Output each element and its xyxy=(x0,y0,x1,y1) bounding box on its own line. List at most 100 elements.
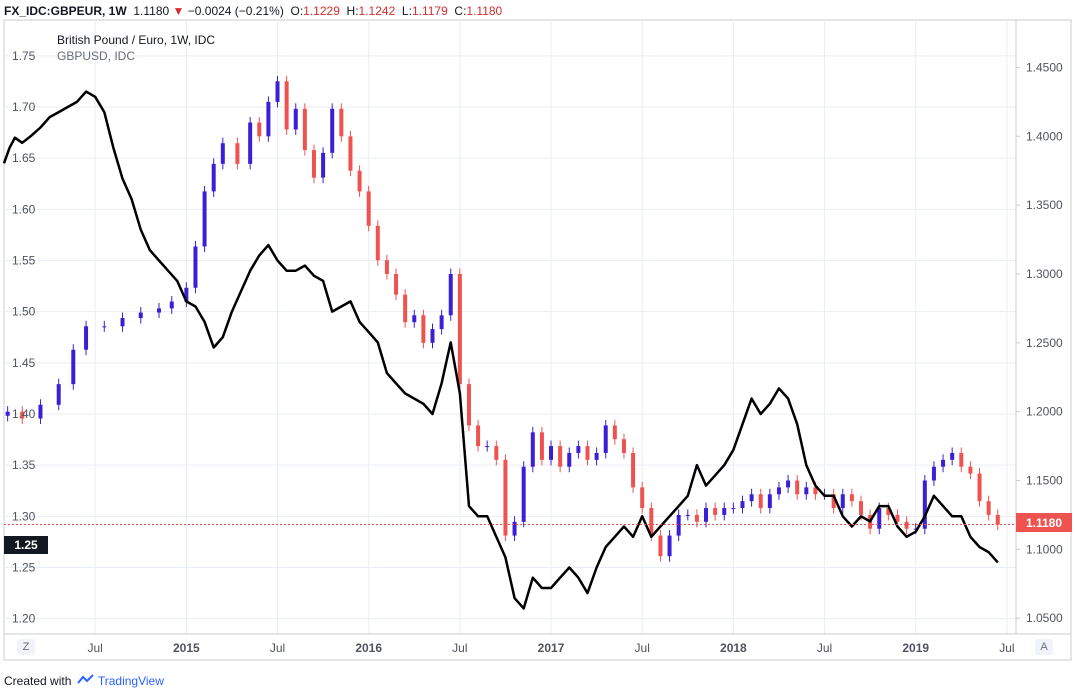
candle xyxy=(539,426,544,466)
candle xyxy=(931,461,936,487)
candle xyxy=(603,419,608,459)
candle xyxy=(722,502,727,521)
candle xyxy=(530,426,535,473)
gbpusd-line xyxy=(2,90,999,610)
left-axis-tick-label: 1.75 xyxy=(12,49,36,63)
candle xyxy=(922,474,927,535)
tradingview-brand[interactable]: TradingView xyxy=(97,674,164,688)
candle xyxy=(704,502,709,528)
left-axis-tick-label: 1.55 xyxy=(12,253,36,267)
candle xyxy=(366,185,371,232)
candle xyxy=(220,137,225,170)
low-value: 1.1179 xyxy=(411,4,448,18)
left-axis-tick-label: 1.40 xyxy=(12,407,36,421)
candle xyxy=(567,447,572,473)
right-axis-tick-label: 1.2500 xyxy=(1026,336,1063,350)
candle xyxy=(631,447,636,493)
candle xyxy=(384,254,389,280)
candle xyxy=(558,440,563,473)
candle xyxy=(430,323,435,349)
right-axis-tick-label: 1.1000 xyxy=(1026,542,1063,556)
candle xyxy=(266,96,271,142)
candle xyxy=(776,481,781,500)
candle xyxy=(439,309,444,335)
close-label: C: xyxy=(454,4,467,18)
candle xyxy=(339,103,344,142)
scale-z-button[interactable]: Z xyxy=(17,639,35,655)
left-axis-tick-label: 1.50 xyxy=(12,305,36,319)
chart-legend: British Pound / Euro, 1W, IDC GBPUSD, ID… xyxy=(57,32,215,64)
candle xyxy=(330,103,335,159)
high-label: H: xyxy=(346,4,359,18)
candle xyxy=(476,419,481,452)
candle xyxy=(193,240,198,294)
chart-border xyxy=(3,19,1072,661)
gbpeur-candles xyxy=(5,75,1000,562)
candle xyxy=(950,447,955,466)
low-label: L: xyxy=(401,4,412,18)
gbpusd-line-series xyxy=(2,90,999,610)
candle xyxy=(594,447,599,466)
candle xyxy=(293,103,298,135)
candle xyxy=(576,440,581,459)
axis-labels: 1.20 1.25 1.30 1.35 1.40 1.45 1.50 1.55 1.60 1.65… xyxy=(12,49,1063,655)
open-label: O: xyxy=(290,4,304,18)
last-price-label: 1.1180 xyxy=(1026,516,1062,530)
left-axis-tick-label: 1.35 xyxy=(12,458,36,472)
candle xyxy=(758,488,763,514)
left-axis-tick-label: 1.45 xyxy=(12,356,36,370)
candle xyxy=(795,474,800,500)
time-axis-tick-label: Jul xyxy=(635,641,650,655)
time-axis-tick-label: 2018 xyxy=(720,641,747,655)
cursor-price-label: 1.25 xyxy=(14,538,38,552)
candle xyxy=(84,320,89,356)
candle xyxy=(394,268,399,301)
legend-main-series[interactable]: British Pound / Euro, 1W, IDC xyxy=(57,33,216,47)
down-arrow-icon: ▼ xyxy=(172,4,185,18)
candle xyxy=(503,454,508,542)
left-axis-tick-label: 1.20 xyxy=(12,612,36,626)
time-axis-tick-label: 2017 xyxy=(538,641,565,655)
candle xyxy=(311,144,316,184)
price-change: −0.0024 (−0.21%) xyxy=(187,4,284,18)
left-axis-tick-label: 1.30 xyxy=(12,509,36,523)
candle xyxy=(904,516,909,535)
candle xyxy=(184,282,189,308)
candle xyxy=(512,516,517,542)
candle xyxy=(375,220,380,266)
time-axis-tick-label: Jul xyxy=(999,641,1014,655)
candle xyxy=(120,312,125,332)
candle xyxy=(621,433,626,459)
candle xyxy=(521,461,526,528)
candle xyxy=(831,488,836,514)
footer: Created with TradingView xyxy=(4,672,164,690)
auto-scale-button[interactable]: A xyxy=(1035,639,1053,655)
candle xyxy=(685,509,690,521)
candle xyxy=(448,268,453,321)
right-axis-tick-label: 1.1500 xyxy=(1026,474,1063,488)
created-with-text: Created with xyxy=(4,674,72,688)
right-axis-tick-label: 1.3000 xyxy=(1026,267,1063,281)
right-axis-tick-label: 1.2000 xyxy=(1026,405,1063,419)
candle xyxy=(202,185,207,252)
high-value: 1.1242 xyxy=(358,4,396,18)
candle xyxy=(211,158,216,197)
candle xyxy=(20,406,25,425)
open-value: 1.1229 xyxy=(303,4,340,18)
candle xyxy=(275,75,280,108)
legend-compare-series[interactable]: GBPUSD, IDC xyxy=(57,49,136,63)
candle xyxy=(284,75,289,135)
left-axis-tick-label: 1.65 xyxy=(12,151,36,165)
candle xyxy=(71,344,76,390)
candle xyxy=(658,530,663,562)
candle xyxy=(485,440,490,452)
time-axis-tick-label: Jul xyxy=(452,641,467,655)
candle xyxy=(549,440,554,466)
last-price-label-bg xyxy=(1016,513,1072,532)
candle xyxy=(56,378,61,411)
candle xyxy=(667,530,672,562)
symbol-name[interactable]: FX_IDC:GBPEUR, 1W xyxy=(4,4,127,18)
candle xyxy=(494,440,499,466)
last-price: 1.1180 xyxy=(133,4,170,18)
